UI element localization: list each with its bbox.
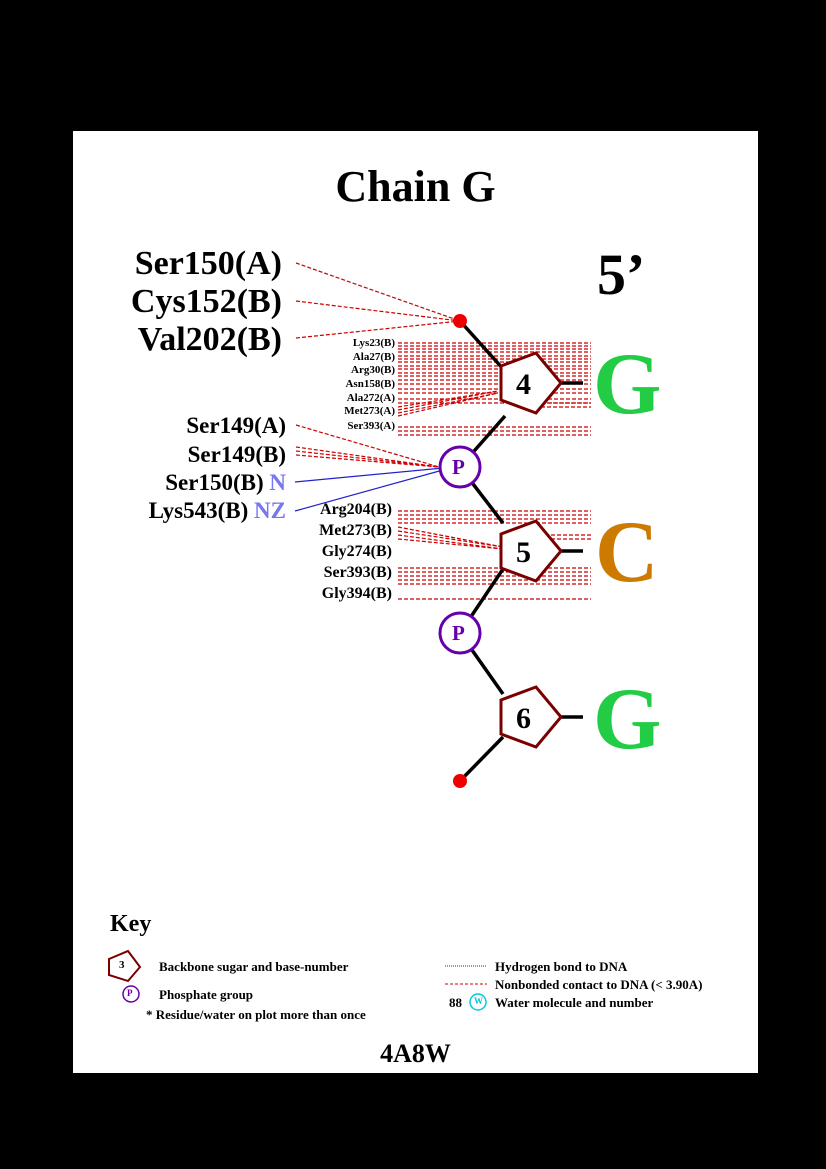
key-sugar-number: 3 <box>119 959 125 971</box>
residue-label: Ala272(A) <box>346 392 395 404</box>
hbond-residue-label: Lys543(B) NZ <box>149 498 286 524</box>
diagram-page: Chain G 5’ 4 5 6 P P G C G Ser150(A) Cys… <box>73 131 758 1073</box>
residue-label: Ser149(A) <box>186 413 286 438</box>
terminal-phosphate-5prime <box>453 314 467 328</box>
atom-name: N <box>269 470 286 495</box>
residue-label: Ser393(B) <box>323 564 392 581</box>
sugar-4 <box>499 351 563 415</box>
pdb-id: 4A8W <box>380 1039 451 1068</box>
sugar-6 <box>499 685 563 749</box>
residue-label: Val202(B) <box>137 321 282 358</box>
residue-label: Ala27(B) <box>352 351 395 363</box>
key-water-icon <box>469 993 487 1011</box>
key-water-number: 88 <box>449 995 462 1010</box>
nonbonded-contacts-top <box>295 262 461 339</box>
nucleotide-number: 6 <box>516 702 531 735</box>
key-phosphate-letter: P <box>127 988 133 998</box>
hbond-residue-label: Ser150(B) N <box>165 470 286 496</box>
base-letter: G <box>593 671 662 768</box>
sugar-5 <box>499 519 563 583</box>
nucleotide-number: 4 <box>516 368 531 401</box>
five-prime-label: 5’ <box>597 242 646 307</box>
residue-label: Lys23(B) <box>352 337 395 349</box>
key-water-text: Water molecule and number <box>495 995 654 1010</box>
residue-label: Gly274(B) <box>321 543 392 560</box>
base-letter: G <box>593 336 662 433</box>
key-sugar-icon <box>108 949 142 983</box>
key-phosphate-icon <box>122 985 140 1003</box>
nonbonded-contacts-sugar5 <box>397 510 591 600</box>
residue-name: Ser150(B) <box>165 470 264 495</box>
residue-label: Arg204(B) <box>320 501 392 518</box>
phosphate-label: P <box>452 621 465 645</box>
residue-label: Ser149(B) <box>187 442 286 467</box>
atom-name: NZ <box>254 498 286 523</box>
terminal-phosphate-3prime <box>453 774 467 788</box>
nucleotide-number: 5 <box>516 536 531 569</box>
key-water-letter: W <box>474 996 483 1006</box>
phosphate-1 <box>438 445 482 489</box>
key-repeat-note: * Residue/water on plot more than once <box>146 1007 366 1022</box>
residue-label: Ser393(A) <box>347 420 395 432</box>
nonbonded-contacts-phosphate1 <box>295 424 440 468</box>
diagram-canvas <box>108 262 591 1011</box>
key-hbond-text: Hydrogen bond to DNA <box>495 959 628 974</box>
key-phosphate-text: Phosphate group <box>159 987 254 1002</box>
phosphate-label: P <box>452 455 465 479</box>
residue-label: Met273(B) <box>319 522 392 539</box>
hydrogen-bonds <box>294 467 444 512</box>
residue-label: Ser150(A) <box>134 245 282 282</box>
key-sugar-text: Backbone sugar and base-number <box>159 959 349 974</box>
base-letter: C <box>595 504 659 601</box>
chain-title: Chain G <box>335 162 496 211</box>
residue-label: Asn158(B) <box>345 378 395 390</box>
phosphate-2 <box>438 611 482 655</box>
key-heading: Key <box>110 911 152 937</box>
residue-label: Cys152(B) <box>130 283 282 320</box>
residue-label: Met273(A) <box>344 405 395 417</box>
residue-name: Lys543(B) <box>148 498 249 523</box>
residue-label: Arg30(B) <box>351 364 395 376</box>
residue-label: Gly394(B) <box>321 585 392 602</box>
key-nonbonded-text: Nonbonded contact to DNA (< 3.90A) <box>495 977 703 992</box>
